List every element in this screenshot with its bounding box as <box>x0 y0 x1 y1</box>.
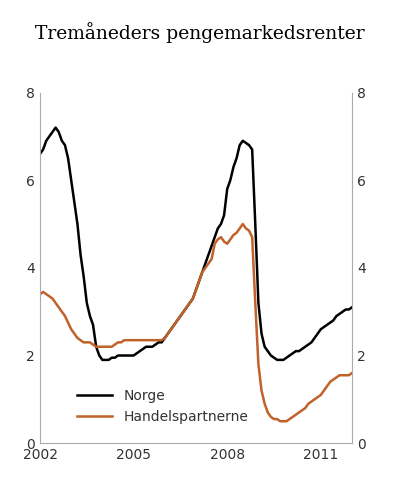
Handelspartnerne <box>350 370 354 376</box>
Line: Handelspartnerne: Handelspartnerne <box>40 224 352 421</box>
Handelspartnerne <box>278 418 283 424</box>
Legend: Norge, Handelspartnerne: Norge, Handelspartnerne <box>72 383 254 429</box>
Norge <box>100 357 105 363</box>
Norge <box>53 125 58 131</box>
Norge <box>350 304 354 310</box>
Norge <box>122 353 127 358</box>
Handelspartnerne <box>225 241 230 247</box>
Text: Tremåneders pengemarkedsrenter: Tremåneders pengemarkedsrenter <box>35 22 365 43</box>
Norge <box>187 300 192 306</box>
Handelspartnerne <box>259 388 264 393</box>
Handelspartnerne <box>60 309 64 315</box>
Handelspartnerne <box>181 309 186 315</box>
Norge <box>231 164 236 170</box>
Norge <box>38 151 42 157</box>
Line: Norge: Norge <box>40 128 352 360</box>
Handelspartnerne <box>116 339 120 345</box>
Handelspartnerne <box>38 291 42 297</box>
Norge <box>262 344 267 350</box>
Norge <box>278 357 283 363</box>
Norge <box>62 142 67 148</box>
Handelspartnerne <box>275 416 280 422</box>
Handelspartnerne <box>240 221 245 227</box>
